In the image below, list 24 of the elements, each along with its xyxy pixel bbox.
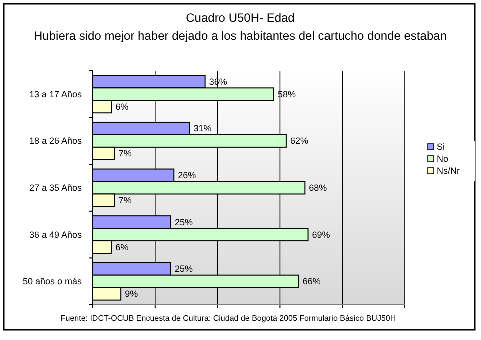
chart-title: Cuadro U50H- Edad <box>186 11 295 25</box>
data-label: 25% <box>175 217 194 228</box>
data-label: 6% <box>116 102 129 112</box>
data-label: 6% <box>116 242 129 252</box>
data-label: 9% <box>125 289 138 300</box>
data-label: 69% <box>312 230 330 240</box>
legend-label: Ns/Nr <box>437 166 460 176</box>
data-label: 7% <box>118 148 132 159</box>
legend-label: Si <box>437 142 446 152</box>
data-label: 7% <box>118 195 132 206</box>
data-label: 62% <box>290 136 308 146</box>
data-label: 66% <box>302 276 321 287</box>
data-label: 26% <box>178 170 196 181</box>
legend-label: No <box>437 154 449 164</box>
y-tick-label: 18 a 26 Años <box>29 136 82 146</box>
y-tick-label: 13 a 17 Años <box>29 89 82 100</box>
data-label: 31% <box>194 124 212 134</box>
data-label: 68% <box>309 183 328 193</box>
data-label: 25% <box>175 264 194 274</box>
y-tick-label: 50 años o más <box>22 276 82 287</box>
y-tick-label: 36 a 49 Años <box>29 230 82 240</box>
chart-subtitle: Hubiera sido mejor haber dejado a los habitantes del cartucho donde estaban <box>34 29 447 43</box>
y-tick-label: 27 a 35 Años <box>29 183 82 193</box>
source-note: Fuente: IDCT-OCUB Encuesta de Cultura: Ciudad de Bogotá 2005 Formulario Básico BUJ50H <box>60 314 396 323</box>
